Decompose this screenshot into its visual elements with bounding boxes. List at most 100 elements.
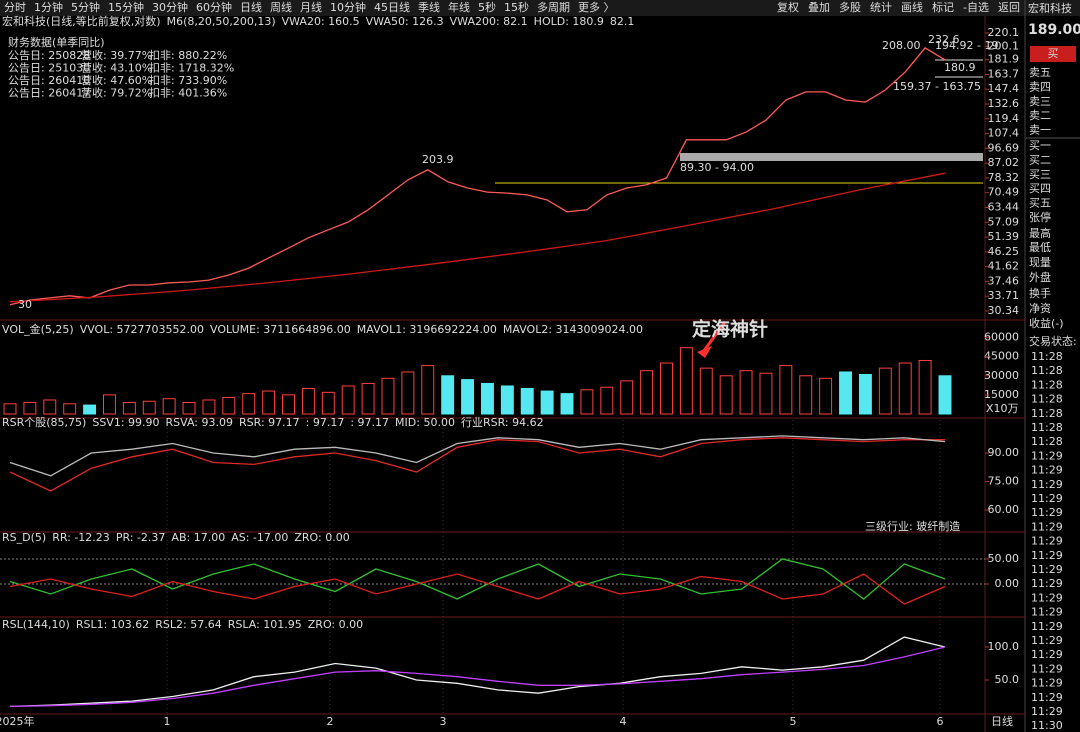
toolbar-tab[interactable]: 分时 [4,1,26,14]
trade-time: 11:29 [1031,464,1063,477]
order-book-label: 卖二 [1029,109,1051,122]
toolbar-tool[interactable]: 标记 [932,0,954,14]
toolbar-tab[interactable]: 5秒 [478,0,496,14]
trade-time: 11:29 [1031,705,1063,718]
series-line [9,636,946,708]
order-book-label: 买五 [1029,197,1051,210]
indicator-label: AS: -17.00 [231,531,288,544]
order-book-label: 买三 [1029,168,1051,181]
indicator-label: VWA20: 160.5 [282,15,360,28]
toolbar-tool[interactable]: 复权 [777,0,799,14]
y-tick-label: 87.02 [988,156,1020,169]
finance-cell: 营收: 47.60% [81,73,152,87]
y-tick-label: 50.0 [995,673,1020,686]
volume-bar [679,347,693,415]
y-tick-label: 132.6 [988,97,1020,110]
x-tick-label: 4 [620,715,627,728]
arrow [701,321,727,353]
trade-time: 11:29 [1031,648,1063,661]
y-tick-label: 63.44 [988,200,1020,213]
y-tick-label: 60000 [984,331,1019,344]
trade-time: 11:29 [1031,620,1063,633]
toolbar-tab[interactable]: 5分钟 [71,0,100,14]
volume-bar [520,388,534,415]
indicator-label: RSVA: 93.09 [166,416,233,429]
toolbar-tab[interactable]: 年线 [448,0,470,14]
annotation: 203.9 [422,153,454,166]
y-tick-label: 163.7 [988,67,1020,80]
indicator-label: RS_D(5) [2,531,46,544]
finance-cell: 营收: 79.72% [81,86,152,100]
toolbar-tool[interactable]: 返回 [998,1,1020,14]
order-book-label: 买二 [1029,153,1051,166]
indicator-label: : 97.17 [350,416,389,429]
volume-bar [500,385,514,415]
toolbar-tool[interactable]: 画线 [901,0,923,14]
buy-button[interactable] [1030,46,1076,62]
volume-bar [63,403,77,415]
annotation: 三级行业: 玻纤制造 [865,519,960,533]
volume-bar [480,382,494,415]
order-book-label: 买一 [1029,139,1051,152]
trade-time: 11:29 [1031,492,1063,505]
y-tick-label: 41.62 [988,260,1020,273]
indicator-label: RSR: 97.17 [239,416,300,429]
y-tick-label: 75.00 [988,475,1020,488]
toolbar-tab[interactable]: 60分钟 [196,0,232,14]
volume-bar [719,375,733,415]
toolbar-tab[interactable]: 15分钟 [108,0,144,14]
trade-time: 11:29 [1031,634,1063,647]
stock-name: 宏和科技 [1028,1,1072,15]
trade-time: 11:29 [1031,577,1063,590]
volume-bar [361,382,375,415]
toolbar-tab[interactable]: 月线 [300,0,322,14]
stat-label: 交易状态: [1029,334,1077,348]
indicator-label: VOLUME: 3711664896.00 [210,323,351,336]
toolbar-tab[interactable]: 1分钟 [34,0,63,14]
volume-bar [122,402,136,415]
toolbar-tab[interactable]: 45日线 [374,0,410,14]
y-tick-label: 33.71 [988,289,1020,302]
toolbar-tab[interactable]: 30分钟 [152,0,188,14]
toolbar-tab[interactable]: 10分钟 [330,0,366,14]
trade-time: 11:29 [1031,591,1063,604]
toolbar-tool[interactable]: 叠加 [808,1,830,14]
volume-bar [103,394,116,415]
volume-bar [23,402,37,415]
y-tick-label: 50.00 [988,552,1020,565]
indicator-label: VVOL: 5727703552.00 [80,323,204,336]
trade-time: 11:28 [1031,407,1063,420]
volume-bar [83,404,97,415]
toolbar-tool[interactable]: 多股 [839,0,861,14]
volume-bar [341,385,355,415]
finance-cell: 扣非: 1718.32% [149,61,234,75]
annotation: 208.00 [882,39,921,52]
indicator-label: MAVOL2: 3143009024.00 [503,323,643,336]
toolbar-tool[interactable]: -自选 [963,1,989,14]
y-tick-label: 37.46 [988,274,1020,287]
toolbar-tab[interactable]: 日线 [240,0,262,14]
finance-cell: 扣非: 401.36% [149,86,227,100]
volume-bar [222,396,236,415]
toolbar-tab[interactable]: 多周期 [537,0,570,14]
y-tick-label: 15000 [984,388,1019,401]
indicator-label: MID: 50.00 [395,416,455,429]
buy-label[interactable]: 买 [1048,47,1059,60]
indicator-label: VOL_金(5,25) [2,322,74,336]
toolbar-tool[interactable]: 统计 [870,1,892,14]
volume-bar [202,399,216,415]
finance-cell: 营收: 39.77% [81,48,152,62]
indicator-label: M6(8,20,50,200,13) [167,15,276,28]
volume-bar [3,403,17,415]
toolbar-tab[interactable]: 更多 〉 [578,0,615,14]
y-tick-label: 181.9 [988,53,1020,66]
order-book-label: 买四 [1029,182,1051,195]
stat-label: 外盘 [1029,270,1051,284]
volume-bar [321,391,335,415]
toolbar-tab[interactable]: 周线 [270,0,292,14]
toolbar-tab[interactable]: 季线 [418,0,440,14]
indicator-label: RSL(144,10) [2,618,70,631]
x-tick-label: 1 [164,715,171,728]
toolbar-tab[interactable]: 15秒 [504,0,529,14]
